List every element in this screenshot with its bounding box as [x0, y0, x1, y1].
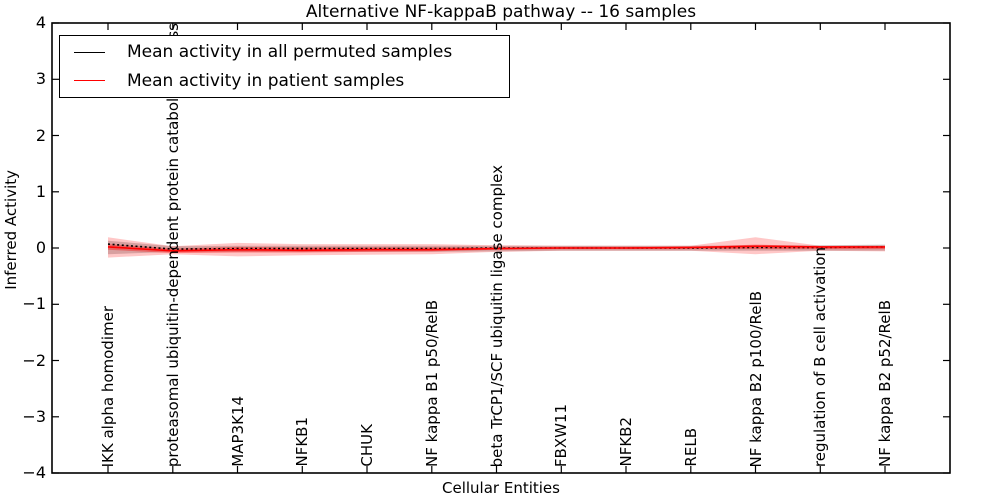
legend-label-permuted: Mean activity in all permuted samples — [127, 42, 453, 63]
y-tick-label: −2 — [22, 350, 46, 370]
y-tick-label: 1 — [35, 181, 46, 201]
y-tick-label: −4 — [22, 463, 46, 482]
y-tick-label: −1 — [22, 294, 46, 314]
x-axis-label: Cellular Entities — [442, 479, 560, 497]
x-tick-label: NF kappa B2 p100/RelB — [746, 290, 765, 467]
legend-entry-permuted: Mean activity in all permuted samples — [60, 38, 509, 66]
x-tick-label: regulation of B cell activation — [811, 246, 830, 467]
chart-title: Alternative NF-kappaB pathway -- 16 samp… — [305, 2, 697, 22]
x-tick-label: NF kappa B2 p52/RelB — [876, 300, 894, 467]
y-tick-label: 0 — [35, 238, 46, 257]
y-tick-label: −3 — [22, 406, 46, 426]
x-tick-label: FBXW11 — [552, 403, 571, 467]
legend-line-patient-icon — [74, 80, 105, 82]
y-tick-label: 2 — [35, 125, 46, 145]
x-tick-label: NFKB2 — [617, 417, 635, 467]
x-tick-label: CHUK — [358, 424, 376, 467]
legend-line-permuted-icon — [74, 51, 105, 53]
x-tick-label: MAP3K14 — [228, 396, 247, 467]
legend: Mean activity in all permuted samples Me… — [59, 35, 510, 98]
x-tick-label: RELB — [681, 428, 700, 467]
y-tick-label: 3 — [35, 69, 46, 89]
x-tick-label: NFKB1 — [293, 417, 312, 467]
x-tick-label: IKK alpha homodimer — [99, 305, 117, 467]
x-tick-label: NF kappa B1 p50/RelB — [422, 300, 441, 467]
x-tick-label: beta TrCP1/SCF ubiquitin ligase complex — [487, 164, 506, 467]
legend-label-patient: Mean activity in patient samples — [127, 70, 405, 91]
legend-entry-patient: Mean activity in patient samples — [60, 67, 509, 95]
y-tick-label: 4 — [35, 13, 46, 32]
